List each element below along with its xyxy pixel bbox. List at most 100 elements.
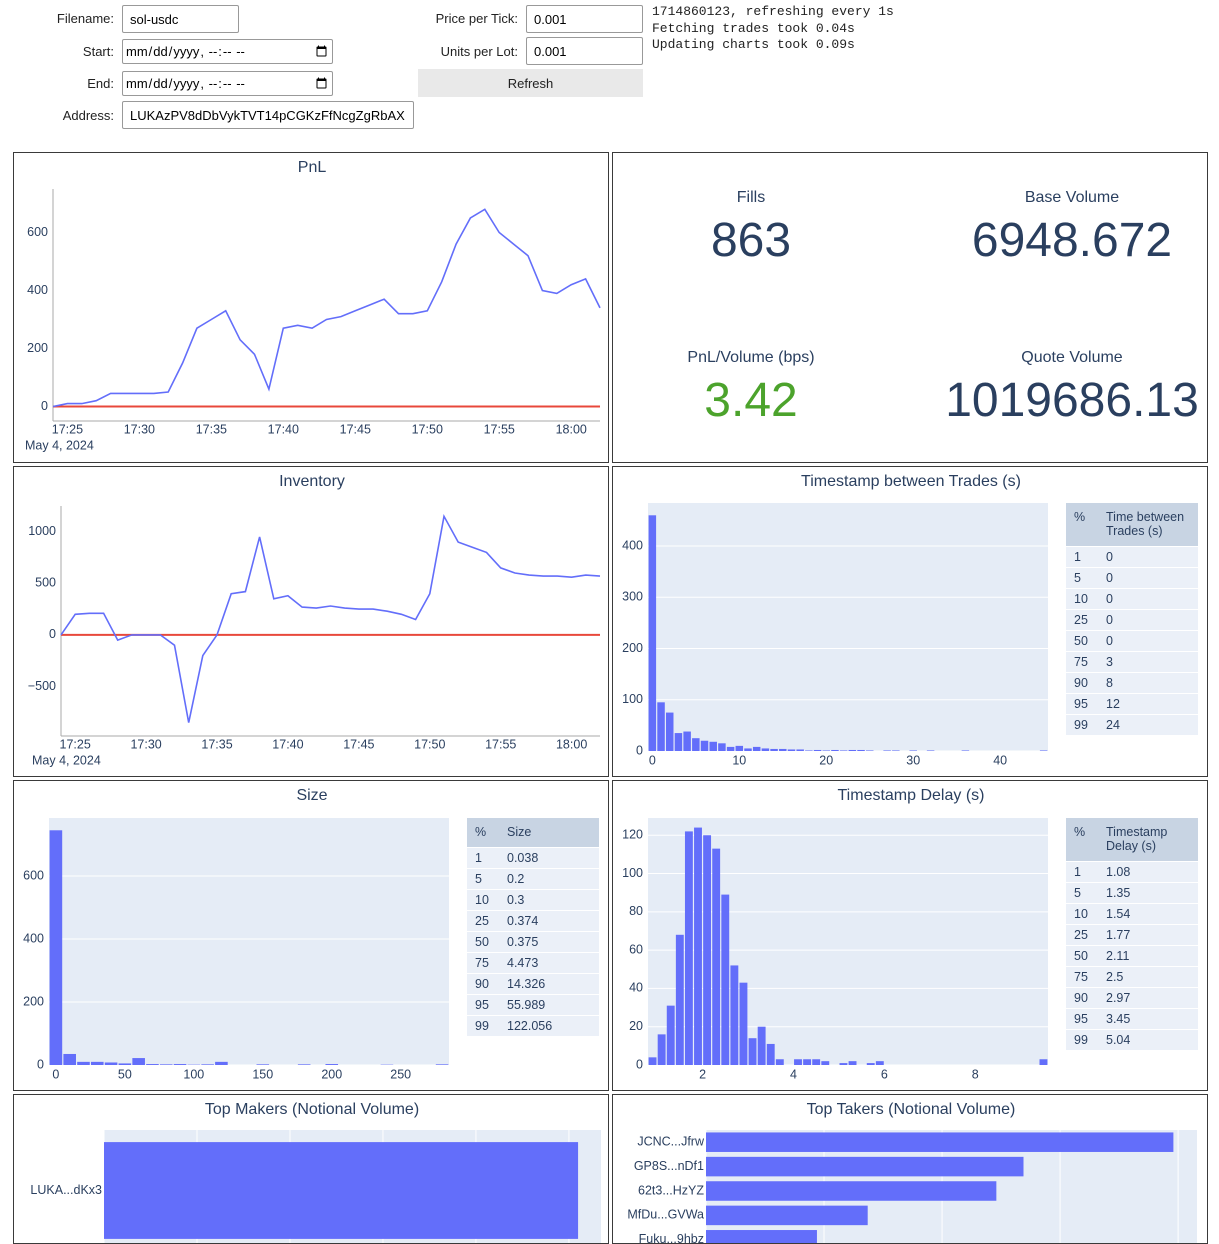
table-cell: 95 bbox=[1066, 1009, 1098, 1030]
bar bbox=[256, 1064, 270, 1065]
table-cell: 1.08 bbox=[1098, 862, 1198, 883]
x-tick-label: 10 bbox=[732, 753, 746, 767]
table-cell: 50 bbox=[1066, 631, 1098, 652]
table-row: 75 4.473 bbox=[467, 953, 599, 974]
bar bbox=[721, 894, 730, 1065]
address-input[interactable] bbox=[122, 101, 414, 129]
bar bbox=[805, 750, 813, 751]
y-tick-label: 120 bbox=[622, 828, 643, 842]
table-row: 50 0.375 bbox=[467, 932, 599, 953]
table-cell: 50 bbox=[1066, 946, 1098, 967]
plot-background bbox=[648, 503, 1048, 751]
header-cell: Timestamp Delay (s) bbox=[1098, 818, 1198, 862]
bar bbox=[706, 1205, 868, 1226]
bar bbox=[766, 1043, 775, 1065]
bar bbox=[706, 1181, 997, 1201]
y-tick-label: 0 bbox=[37, 1057, 44, 1071]
table-row: 75 3 bbox=[1066, 652, 1198, 673]
table-cell: 55.989 bbox=[499, 995, 599, 1016]
bar bbox=[848, 749, 857, 751]
price-tick-input[interactable] bbox=[526, 5, 643, 33]
header-cell: Time between Trades (s) bbox=[1098, 503, 1198, 547]
plot: Top Makers (Notional Volume) LUKA...dKx3 bbox=[30, 1101, 601, 1243]
chart-title: Size bbox=[296, 787, 327, 804]
table-cell: 0.374 bbox=[499, 911, 599, 932]
start-input[interactable] bbox=[122, 39, 333, 64]
bar bbox=[831, 749, 839, 751]
x-tick-label: 18:00 bbox=[556, 737, 587, 751]
bar bbox=[297, 1064, 311, 1065]
chart-title: Inventory bbox=[279, 473, 345, 490]
stat: Base Volume 6948.672 bbox=[912, 189, 1207, 268]
y-tick-label: 100 bbox=[622, 866, 643, 880]
stat: PnL/Volume (bps) 3.42 bbox=[613, 349, 911, 428]
table-cell: 99 bbox=[1066, 715, 1098, 736]
bar bbox=[739, 982, 748, 1065]
y-tick-label: 0 bbox=[41, 399, 48, 413]
y-tick-label: 100 bbox=[622, 692, 643, 706]
refresh-button[interactable]: Refresh bbox=[418, 69, 643, 97]
bar bbox=[63, 1053, 76, 1065]
table-cell: 2.11 bbox=[1098, 946, 1198, 967]
chart-panel: Timestamp between Trades (s) 0 100 200 300 40… bbox=[612, 466, 1208, 777]
end-input[interactable] bbox=[122, 71, 333, 96]
bar bbox=[735, 745, 744, 751]
table-row: 1 0.038 bbox=[467, 848, 599, 869]
x-tick-label: 30 bbox=[906, 753, 920, 767]
x-tick-label: 17:35 bbox=[196, 422, 227, 436]
x-tick-label: 17:40 bbox=[272, 737, 303, 751]
y-tick-label: 600 bbox=[23, 868, 44, 882]
bar bbox=[848, 1061, 857, 1065]
stats-panel: Fills 863 Base Volume 6948.672 PnL/Volume (b… bbox=[612, 152, 1208, 463]
header-cell: % bbox=[467, 818, 499, 848]
bar bbox=[49, 830, 63, 1065]
table-cell: 75 bbox=[1066, 967, 1098, 988]
y-tick-label: 62t3...HzYZ bbox=[638, 1183, 704, 1197]
log-line: Updating charts took 0.09s bbox=[652, 37, 855, 52]
bar bbox=[692, 738, 700, 751]
chart-title: Top Makers (Notional Volume) bbox=[205, 1101, 419, 1118]
bar bbox=[684, 831, 693, 1065]
bar bbox=[857, 749, 865, 751]
x-tick-label: 17:45 bbox=[343, 737, 374, 751]
filename-input[interactable] bbox=[122, 5, 239, 33]
x-tick-label: 0 bbox=[52, 1067, 59, 1081]
bar bbox=[132, 1058, 145, 1065]
x-tick-label: 17:55 bbox=[485, 737, 516, 751]
bar bbox=[718, 743, 726, 751]
plot: Timestamp between Trades (s)010020030040… bbox=[622, 473, 1048, 767]
bar bbox=[730, 965, 739, 1065]
y-tick-label: Fuku...9hbz bbox=[639, 1232, 704, 1244]
units-lot-input[interactable] bbox=[526, 37, 643, 65]
table-header: % Timestamp Delay (s) bbox=[1066, 818, 1198, 862]
percentile-table: % Timestamp Delay (s) 1 1.08 5 1.35 10 1.54 25 1.… bbox=[1066, 818, 1198, 1051]
y-tick-label: 400 bbox=[622, 538, 643, 552]
table-cell: 1.77 bbox=[1098, 925, 1198, 946]
y-tick-label: 300 bbox=[622, 590, 643, 604]
x-tick-label: 100 bbox=[183, 1067, 204, 1081]
table-row: 5 0.2 bbox=[467, 869, 599, 890]
table-cell: 14.326 bbox=[499, 974, 599, 995]
y-tick-label: 200 bbox=[23, 994, 44, 1008]
x-tick-label: 0 bbox=[649, 753, 656, 767]
stat-label: Fills bbox=[736, 189, 766, 206]
x-tick-label: 200 bbox=[321, 1067, 342, 1081]
table-cell: 99 bbox=[1066, 1030, 1098, 1051]
bar bbox=[744, 748, 752, 751]
x-tick-label: 8 bbox=[972, 1067, 979, 1081]
table-cell: 10 bbox=[1066, 589, 1098, 610]
table-row: 50 2.11 bbox=[1066, 946, 1198, 967]
table-row: 1 1.08 bbox=[1066, 862, 1198, 883]
table-cell: 0 bbox=[1098, 610, 1198, 631]
bar bbox=[757, 1026, 766, 1065]
table-cell: 0 bbox=[1098, 631, 1198, 652]
stat-value: 6948.672 bbox=[971, 214, 1173, 267]
bar bbox=[748, 1038, 757, 1065]
bar bbox=[822, 750, 831, 751]
bar bbox=[787, 749, 796, 751]
bar bbox=[761, 748, 770, 751]
y-tick-label: 200 bbox=[622, 641, 643, 655]
bar bbox=[77, 1061, 90, 1065]
table-cell: 25 bbox=[467, 911, 499, 932]
